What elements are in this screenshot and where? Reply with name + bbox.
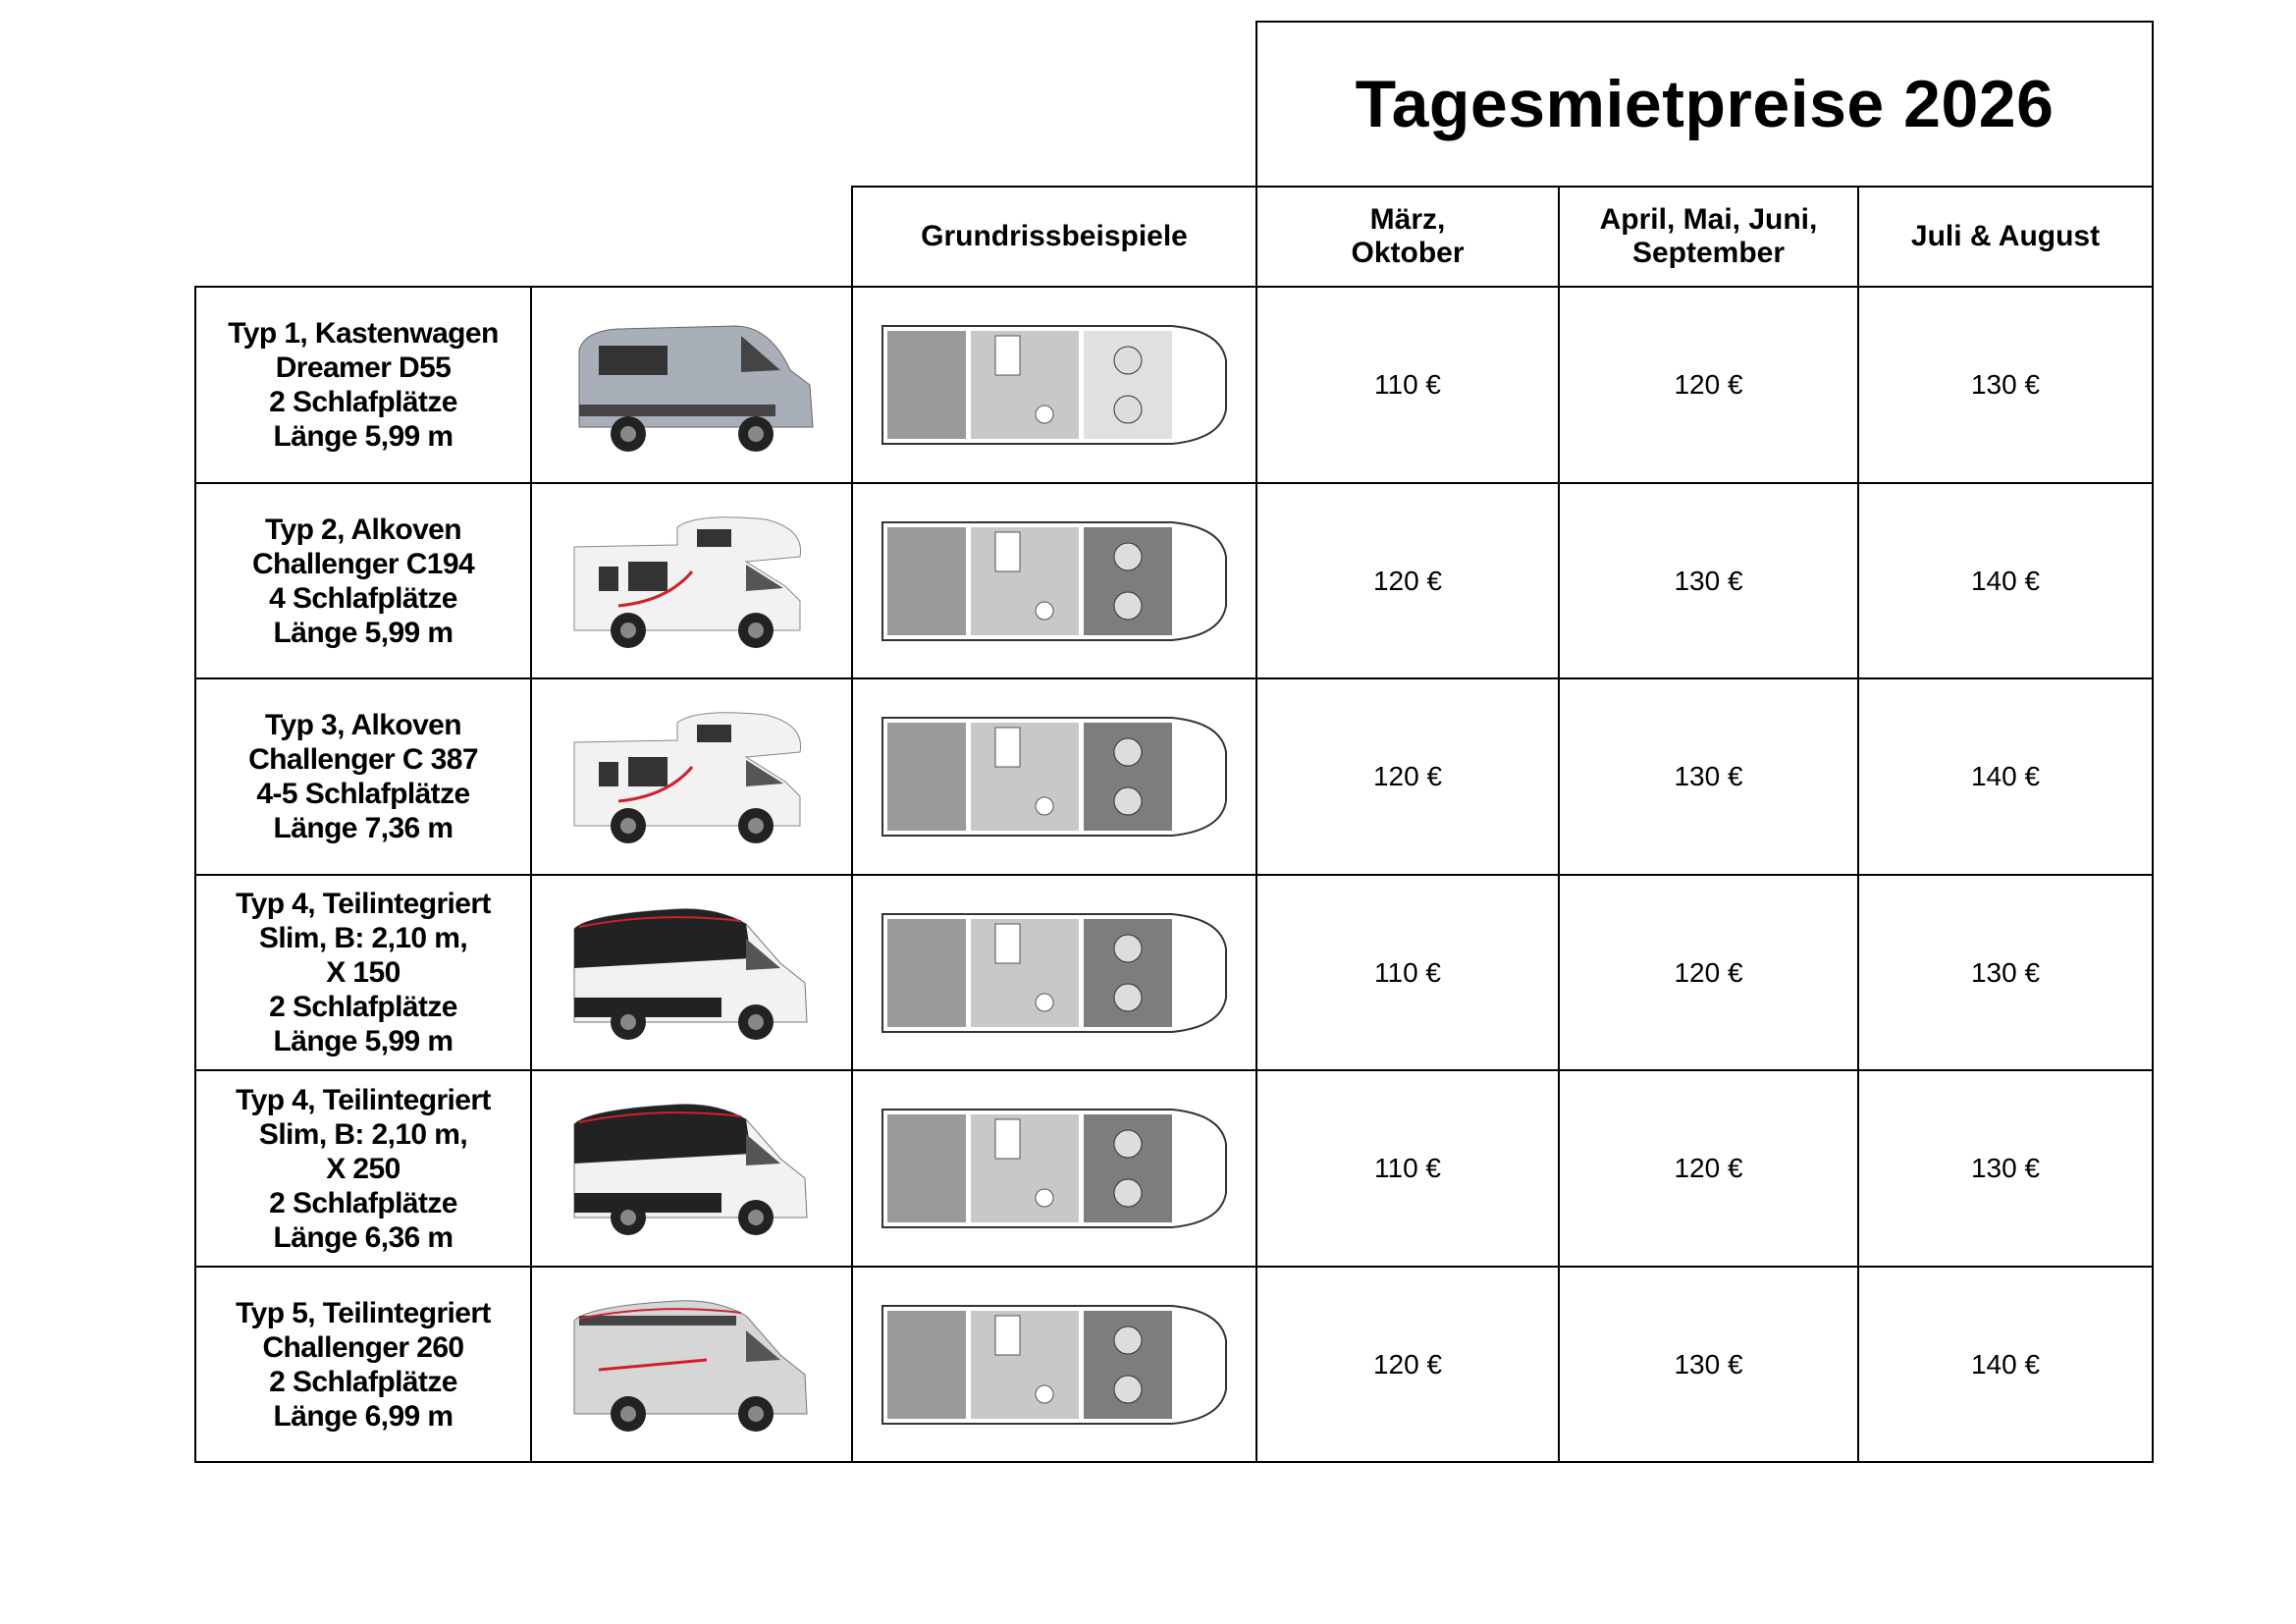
- vehicle-description: Typ 4, Teilintegriert Slim, B: 2,10 m, X…: [194, 874, 532, 1071]
- price-april-september: 130 €: [1558, 1266, 1859, 1463]
- price-march-october: 110 €: [1255, 874, 1560, 1071]
- floorplan-image: [851, 482, 1257, 679]
- vehicle-description: Typ 2, Alkoven Challenger C194 4 Schlafp…: [194, 482, 532, 679]
- camper-vehicle-image: [560, 508, 825, 655]
- vehicle-image: [530, 677, 853, 876]
- price-july-august: 130 €: [1857, 874, 2154, 1071]
- price-april-september: 130 €: [1558, 482, 1859, 679]
- floorplan-drawing: [878, 904, 1231, 1042]
- price-july-august: 140 €: [1857, 1266, 2154, 1463]
- price-march-october: 120 €: [1255, 482, 1560, 679]
- header-season-july-august: Juli & August: [1857, 186, 2154, 288]
- price-july-august: 130 €: [1857, 286, 2154, 484]
- vehicle-description: Typ 3, Alkoven Challenger C 387 4-5 Schl…: [194, 677, 532, 876]
- price-april-september: 120 €: [1558, 1069, 1859, 1268]
- price-april-september: 120 €: [1558, 874, 1859, 1071]
- header-floorplan: Grundrissbeispiele: [851, 186, 1257, 288]
- price-march-october: 110 €: [1255, 286, 1560, 484]
- vehicle-image: [530, 874, 853, 1071]
- vehicle-description: Typ 1, Kastenwagen Dreamer D55 2 Schlafp…: [194, 286, 532, 484]
- floorplan-drawing: [878, 1100, 1231, 1237]
- header-season-april-september: April, Mai, Juni, September: [1558, 186, 1859, 288]
- floorplan-image: [851, 874, 1257, 1071]
- vehicle-image: [530, 482, 853, 679]
- price-march-october: 120 €: [1255, 677, 1560, 876]
- floorplan-image: [851, 1266, 1257, 1463]
- camper-vehicle-image: [560, 1095, 825, 1242]
- vehicle-description: Typ 5, Teilintegriert Challenger 260 2 S…: [194, 1266, 532, 1463]
- price-july-august: 140 €: [1857, 482, 2154, 679]
- floorplan-image: [851, 286, 1257, 484]
- floorplan-drawing: [878, 708, 1231, 845]
- price-july-august: 130 €: [1857, 1069, 2154, 1268]
- floorplan-image: [851, 677, 1257, 876]
- price-march-october: 110 €: [1255, 1069, 1560, 1268]
- price-april-september: 120 €: [1558, 286, 1859, 484]
- header-season-march-october: März, Oktober: [1255, 186, 1560, 288]
- price-april-september: 130 €: [1558, 677, 1859, 876]
- floorplan-drawing: [878, 316, 1231, 454]
- price-july-august: 140 €: [1857, 677, 2154, 876]
- camper-vehicle-image: [560, 1291, 825, 1438]
- vehicle-description: Typ 4, Teilintegriert Slim, B: 2,10 m, X…: [194, 1069, 532, 1268]
- camper-vehicle-image: [560, 899, 825, 1047]
- price-march-october: 120 €: [1255, 1266, 1560, 1463]
- page-title: Tagesmietpreise 2026: [1255, 21, 2154, 188]
- camper-vehicle-image: [560, 311, 825, 459]
- floorplan-image: [851, 1069, 1257, 1268]
- floorplan-drawing: [878, 1296, 1231, 1434]
- vehicle-image: [530, 286, 853, 484]
- vehicle-image: [530, 1069, 853, 1268]
- floorplan-drawing: [878, 513, 1231, 650]
- vehicle-image: [530, 1266, 853, 1463]
- camper-vehicle-image: [560, 703, 825, 850]
